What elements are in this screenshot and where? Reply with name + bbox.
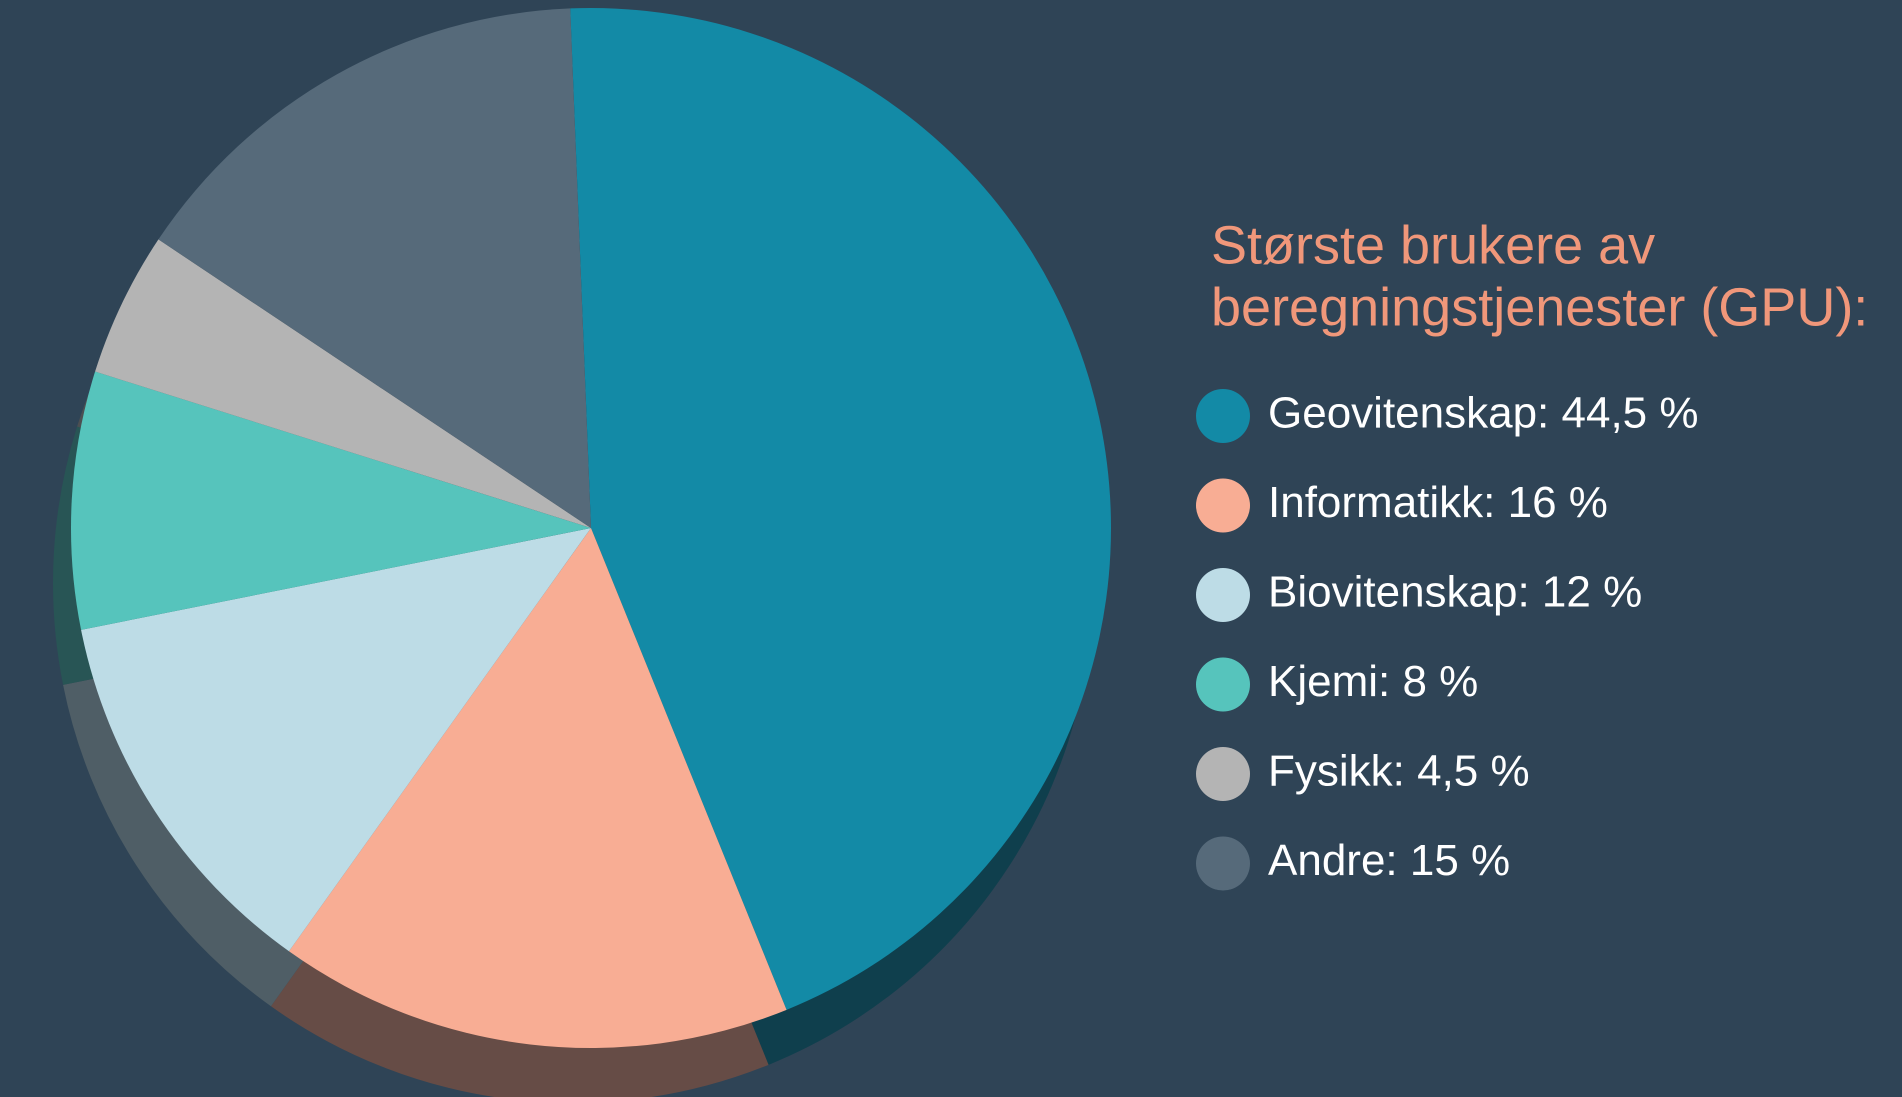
chart-title: Største brukere av [1211, 215, 1655, 275]
legend-label: Biovitenskap: 12 % [1268, 568, 1642, 617]
slice [95, 239, 592, 528]
slice [288, 528, 787, 1049]
slice [81, 528, 591, 952]
legend-swatch [1196, 657, 1250, 712]
chart-title: beregningstjenester (GPU): [1211, 277, 1868, 337]
legend-swatch [1196, 747, 1250, 801]
slice [71, 371, 592, 630]
legend-label: Geovitenskap: 44,5 % [1268, 389, 1698, 438]
legend-swatch [1196, 478, 1250, 533]
legend-label: Informatikk: 16 % [1268, 478, 1608, 527]
legend-swatch [1196, 836, 1250, 891]
legend-swatch [1196, 568, 1250, 622]
pie [71, 7, 1112, 1049]
slice [158, 8, 592, 528]
legend-label: Kjemi: 8 % [1268, 657, 1478, 706]
legend-label: Fysikk: 4,5 % [1268, 747, 1530, 796]
slice [570, 7, 1112, 1010]
legend-label: Andre: 15 % [1268, 836, 1510, 885]
legend-swatch [1196, 389, 1250, 443]
legend: Geovitenskap: 44,5 % Informatikk: 16 % Bio… [1196, 389, 1698, 891]
